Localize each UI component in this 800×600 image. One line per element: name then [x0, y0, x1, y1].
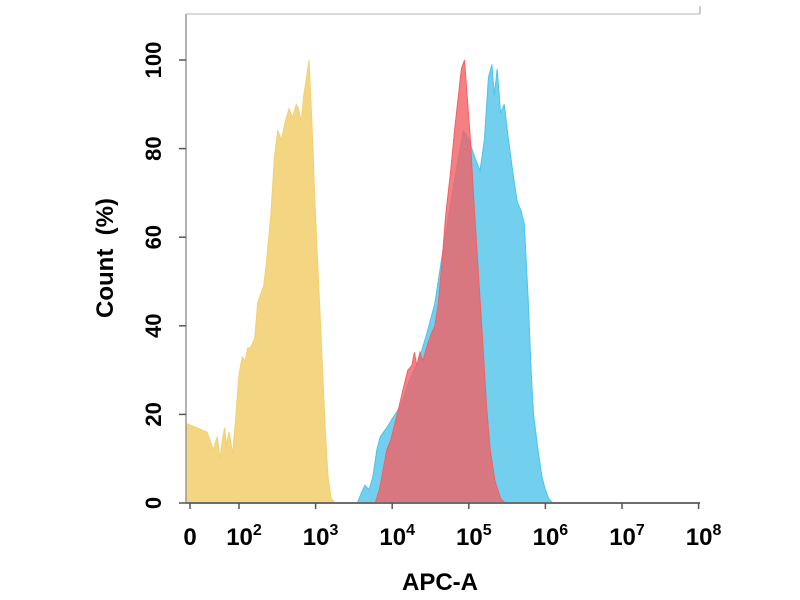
x-tick-label: 0	[183, 524, 196, 551]
y-tick-label: 100	[141, 42, 166, 79]
x-tick-label: 104	[379, 522, 415, 551]
y-tick-label: 20	[141, 402, 166, 426]
axes-layer	[185, 6, 701, 504]
x-tick-label: 105	[456, 522, 492, 551]
x-tick-label: 102	[226, 522, 262, 551]
ticks-layer: 0 20 40 60 80 100 0 102 103 104 105 106 107 108	[141, 42, 721, 551]
y-tick-label: 40	[141, 314, 166, 338]
x-tick-label: 107	[609, 522, 645, 551]
x-tick-label: 108	[686, 522, 722, 551]
y-tick-label: 80	[141, 136, 166, 160]
y-tick-label: 0	[141, 497, 166, 509]
x-tick-label: 106	[533, 522, 569, 551]
y-tick-label: 60	[141, 225, 166, 249]
x-tick-label: 103	[303, 522, 339, 551]
series-area-2	[185, 59, 337, 504]
x-axis-title: APC-A	[402, 569, 478, 596]
series-area-3	[374, 59, 507, 504]
y-axis-title: Count (%)	[92, 198, 119, 318]
series-layer	[185, 59, 554, 504]
